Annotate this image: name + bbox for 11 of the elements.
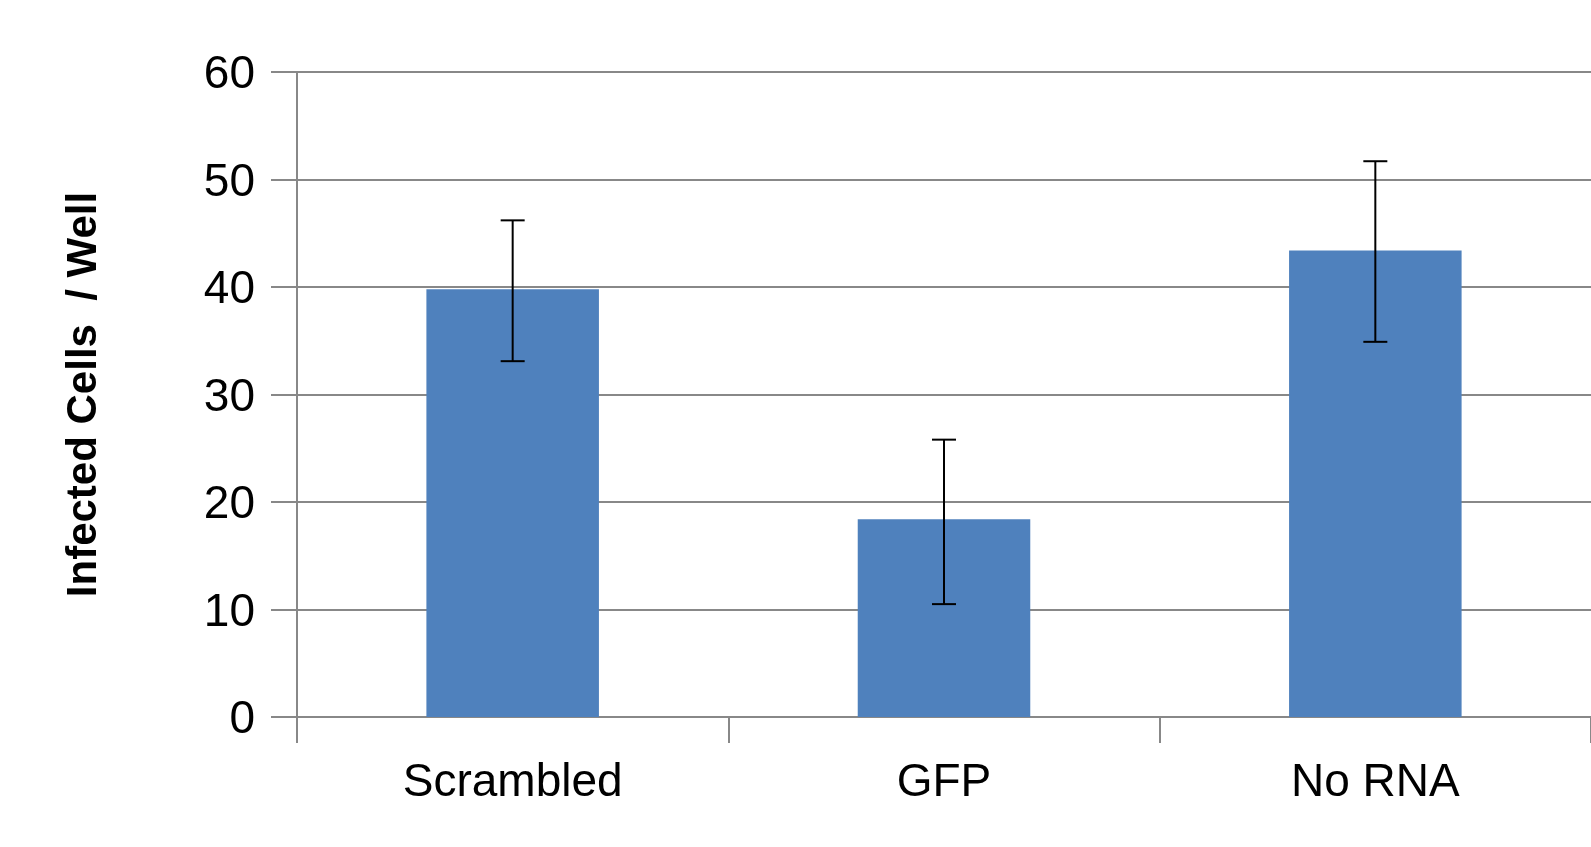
y-tick-label: 30	[203, 368, 255, 421]
y-axis-title: Infected Cells / Well	[57, 191, 105, 598]
y-tick-label: 50	[203, 153, 255, 206]
x-tick-label: Scrambled	[402, 754, 623, 806]
y-tick-label: 40	[203, 261, 255, 313]
y-tick-label: 10	[203, 583, 255, 636]
y-tick-label: 60	[203, 46, 255, 98]
y-tick-label: 20	[203, 476, 255, 528]
y-tick-label: 0	[229, 691, 255, 743]
x-tick-label: GFP	[896, 754, 992, 806]
x-tick-label: No RNA	[1290, 754, 1460, 806]
